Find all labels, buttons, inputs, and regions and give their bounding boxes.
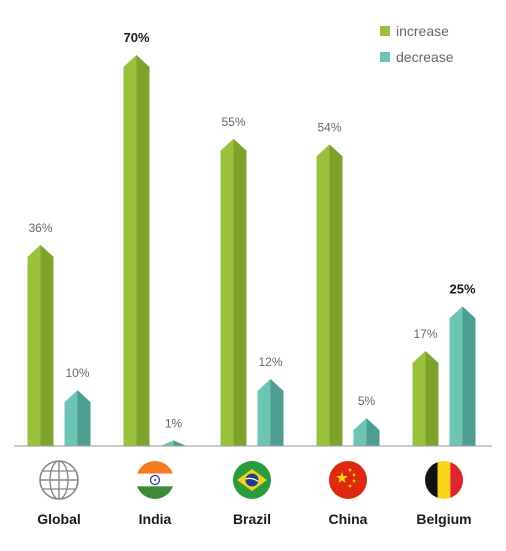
category-label-global: Global — [37, 511, 81, 527]
bar-increase-india — [123, 55, 150, 446]
value-label-decrease-china: 5% — [358, 394, 376, 408]
bar-increase-global — [27, 244, 54, 446]
bars-layer — [27, 55, 476, 447]
category-label-india: India — [139, 511, 172, 527]
legend-label-increase: increase — [396, 23, 449, 39]
country-flags — [39, 460, 463, 500]
value-label-increase-china: 54% — [317, 120, 341, 134]
bar-increase-brazil — [220, 138, 247, 447]
bar-decrease-brazil — [257, 378, 284, 446]
bar-increase-china — [316, 144, 343, 446]
value-label-increase-india: 70% — [123, 30, 149, 45]
category-label-brazil: Brazil — [233, 511, 271, 527]
category-label-china: China — [329, 511, 368, 527]
value-label-decrease-brazil: 12% — [258, 355, 282, 369]
category-labels: Global India Brazil China Belgium — [37, 511, 471, 527]
bar-increase-belgium — [412, 351, 439, 446]
value-label-decrease-belgium: 25% — [449, 281, 475, 296]
category-label-belgium: Belgium — [416, 511, 471, 527]
china-flag-icon — [329, 461, 367, 499]
legend: increase decrease — [380, 23, 454, 65]
bar-decrease-china — [353, 418, 380, 446]
bar-decrease-india — [160, 440, 187, 446]
value-labels: 36% 10% 70% 1% 55% 12% 54% 5% 17% 25% — [28, 30, 475, 430]
value-label-decrease-india: 1% — [165, 416, 183, 430]
value-label-increase-global: 36% — [28, 221, 52, 235]
value-label-decrease-global: 10% — [65, 366, 89, 380]
value-label-increase-brazil: 55% — [221, 115, 245, 129]
belgium-flag-icon — [425, 461, 463, 499]
india-flag-icon — [136, 461, 174, 499]
bar-decrease-belgium — [449, 306, 476, 446]
legend-label-decrease: decrease — [396, 49, 454, 65]
legend-swatch-decrease — [380, 52, 390, 62]
bar-decrease-global — [64, 390, 91, 446]
globe-icon — [39, 460, 79, 500]
brazil-flag-icon — [233, 461, 271, 499]
value-label-increase-belgium: 17% — [413, 327, 437, 341]
legend-swatch-increase — [380, 26, 390, 36]
